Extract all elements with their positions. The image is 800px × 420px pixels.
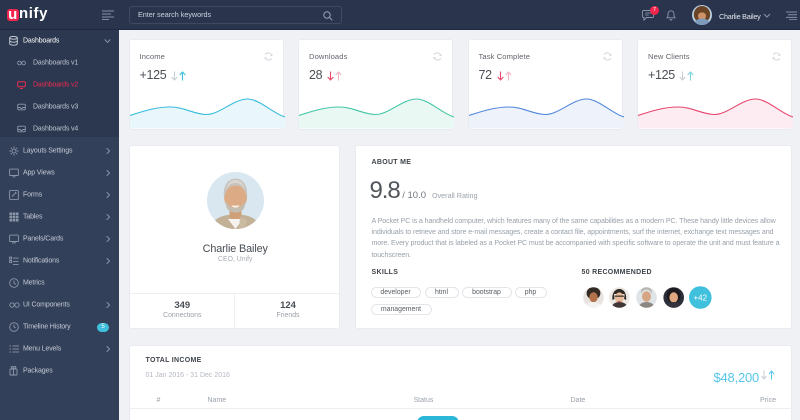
svg-text:+42: +42 <box>693 293 707 302</box>
